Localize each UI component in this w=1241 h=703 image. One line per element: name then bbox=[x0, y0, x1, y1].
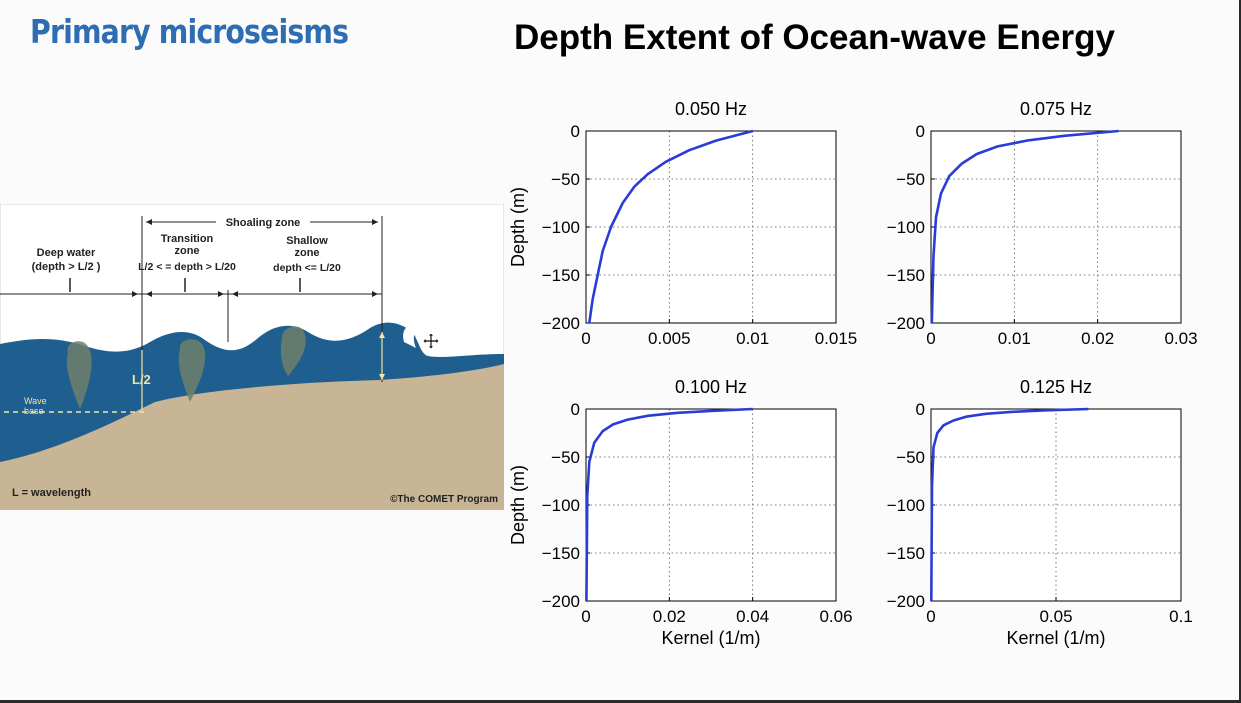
orbit-shallow bbox=[280, 326, 306, 376]
shallow-depth-arrowheads bbox=[379, 332, 385, 380]
chart-1-frame bbox=[585, 130, 837, 324]
chart-1-xtick-label: 0.005 bbox=[648, 329, 691, 348]
wave-base-label-2: base bbox=[24, 406, 44, 416]
chart-4-xtick-label: 0 bbox=[926, 607, 935, 626]
chart-2-xtick-label: 0.02 bbox=[1081, 329, 1114, 348]
chart-4-title: 0.125 Hz bbox=[1020, 377, 1092, 397]
chart-4-xtick-label: 0.05 bbox=[1039, 607, 1072, 626]
chart-2-ytick-label: 0 bbox=[916, 122, 925, 141]
slide-title-left: Primary microseisms bbox=[30, 12, 349, 51]
chart-2-frame bbox=[930, 130, 1182, 324]
chart-1-title: 0.050 Hz bbox=[675, 99, 747, 119]
chart-2-xtick-label: 0 bbox=[926, 329, 935, 348]
seafloor bbox=[0, 364, 504, 510]
chart-3-ylabel: Depth (m) bbox=[508, 465, 528, 545]
chart-1-xtick-label: 0.015 bbox=[815, 329, 858, 348]
chart-2-xtick-label: 0.01 bbox=[998, 329, 1031, 348]
wave-base-label: Wave bbox=[24, 396, 47, 406]
chart-3-xtick-label: 0.02 bbox=[653, 607, 686, 626]
chart-1-ytick-label: −200 bbox=[542, 314, 580, 333]
chart-2-ytick-label: −150 bbox=[887, 266, 925, 285]
transition-depth-label: L/2 < = depth > L/20 bbox=[138, 261, 236, 273]
chart-2-ytick-label: −100 bbox=[887, 218, 925, 237]
slide-title-right: Depth Extent of Ocean-wave Energy bbox=[514, 18, 1115, 57]
chart-3-ytick-label: −50 bbox=[551, 448, 580, 467]
chart-2-ytick-label: −200 bbox=[887, 314, 925, 333]
chart-1-ytick-label: 0 bbox=[571, 122, 580, 141]
comet-credit: ©The COMET Program bbox=[390, 494, 498, 505]
chart-1-ytick-label: −50 bbox=[551, 170, 580, 189]
half-wavelength-label: L/2 bbox=[132, 372, 151, 387]
kernel-charts: 0 0.005 0.01 0.015 0 −50 −100 −150 −200 0.050 Hz D… bbox=[508, 99, 1198, 648]
shallow-zone-word: zone bbox=[294, 247, 319, 259]
deep-water-depth-label: (depth > L/2 ) bbox=[32, 261, 101, 273]
chart-3-kernel-line bbox=[585, 407, 753, 602]
orbit-transition bbox=[178, 339, 206, 402]
wavelength-legend: L = wavelength bbox=[12, 487, 91, 499]
chart-4-ytick-label: −100 bbox=[887, 496, 925, 515]
deep-water-label: Deep water bbox=[37, 247, 96, 259]
transition-label: Transition bbox=[161, 233, 214, 245]
chart-4-ytick-label: 0 bbox=[916, 400, 925, 419]
chart-2-kernel-line bbox=[930, 129, 1119, 324]
chart-3-ytick-label: 0 bbox=[571, 400, 580, 419]
chart-1-ytick-label: −100 bbox=[542, 218, 580, 237]
wave-crest bbox=[403, 324, 420, 348]
chart-4-xlabel: Kernel (1/m) bbox=[1006, 628, 1105, 648]
chart-4-ytick-label: −150 bbox=[887, 544, 925, 563]
chart-4-ytick-label: −50 bbox=[896, 448, 925, 467]
move-cursor-icon bbox=[422, 332, 440, 350]
chart-3-ytick-label: −100 bbox=[542, 496, 580, 515]
chart-3-title: 0.100 Hz bbox=[675, 377, 747, 397]
shallow-label: Shallow bbox=[286, 235, 328, 247]
chart-4-ytick-label: −200 bbox=[887, 592, 925, 611]
chart-3-xtick-label: 0.04 bbox=[736, 607, 769, 626]
shallow-depth-label: depth <= L/20 bbox=[273, 262, 341, 274]
chart-1-ytick-label: −150 bbox=[542, 266, 580, 285]
chart-4-xtick-label: 0.1 bbox=[1169, 607, 1193, 626]
shoaling-zone-label: Shoaling zone bbox=[226, 217, 301, 229]
wave-shoaling-diagram: Shoaling zone Deep water (depth > L/2 ) … bbox=[0, 204, 504, 510]
window-frame-bottom bbox=[0, 700, 1241, 703]
chart-2-ytick-label: −50 bbox=[896, 170, 925, 189]
chart-4-kernel-line bbox=[930, 407, 1089, 602]
window-frame-right bbox=[1239, 0, 1241, 703]
chart-3-ytick-label: −150 bbox=[542, 544, 580, 563]
chart-3-ytick-label: −200 bbox=[542, 592, 580, 611]
chart-3-xtick-label: 0.06 bbox=[819, 607, 852, 626]
orbit-deep bbox=[66, 341, 92, 409]
chart-3-xlabel: Kernel (1/m) bbox=[661, 628, 760, 648]
chart-1-ylabel: Depth (m) bbox=[508, 187, 528, 267]
chart-3-xtick-label: 0 bbox=[581, 607, 590, 626]
chart-1-kernel-line bbox=[588, 129, 754, 324]
chart-2-title: 0.075 Hz bbox=[1020, 99, 1092, 119]
chart-2-xtick-label: 0.03 bbox=[1164, 329, 1197, 348]
chart-1-xtick-label: 0 bbox=[581, 329, 590, 348]
chart-1-xtick-label: 0.01 bbox=[736, 329, 769, 348]
transition-zone-word: zone bbox=[174, 245, 199, 257]
